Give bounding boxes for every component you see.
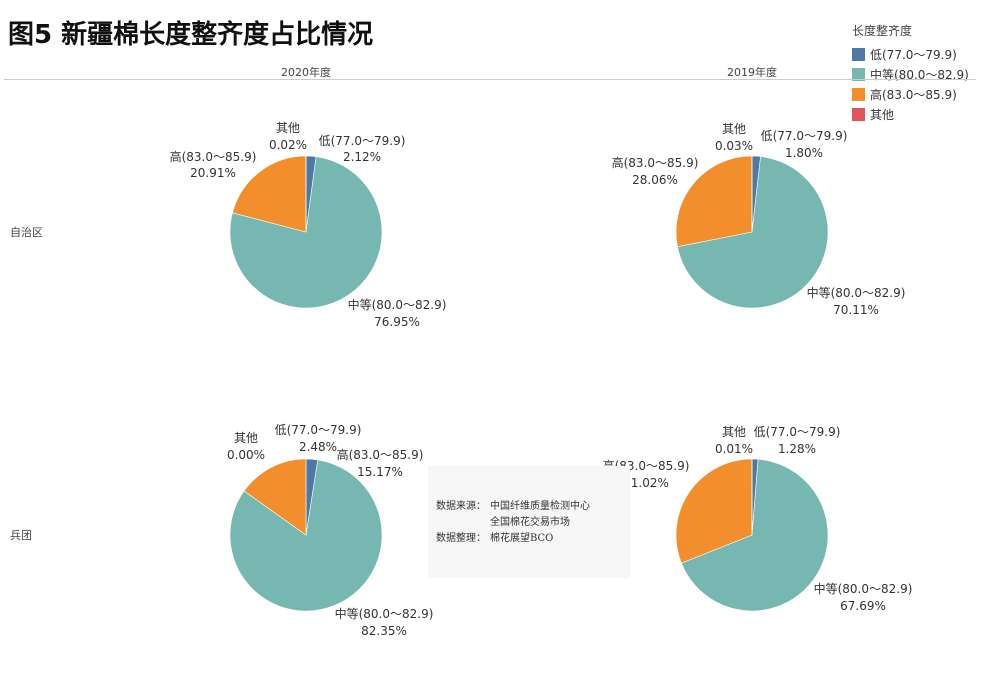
slice-category-label-other: 其他 [234,431,258,445]
pie-chart-3: 低(77.0～79.9) 2.48% 中等(80.0～82.9) 82.35% 高(83… [227,423,433,638]
legend-item-medium[interactable]: 中等(80.0～82.9) [852,64,969,84]
legend-label-medium: 中等(80.0～82.9) [870,67,969,82]
legend-item-high[interactable]: 高(83.0～85.9) [852,84,969,104]
legend: 长度整齐度 低(77.0～79.9) 中等(80.0～82.9) 高(83.0～… [852,22,969,124]
legend-label-high: 高(83.0～85.9) [870,87,957,102]
pie-slice-medium[interactable] [677,156,829,309]
slice-value-label-medium: 70.11% [833,303,879,317]
legend-swatch-low [852,47,865,61]
pie-slice-high[interactable] [243,458,307,536]
slice-category-label-high: 高(83.0～85.9) [612,155,699,170]
slice-category-label-medium: 中等(80.0～82.9) [348,297,447,312]
slice-category-label-other: 其他 [722,122,746,136]
pie-chart-4: 低(77.0～79.9)1.28%中等(80.0～82.9)67.69%高(83… [603,425,913,613]
slice-value-label-low: 1.80% [785,146,823,160]
legend-swatch-high [852,87,865,101]
slice-value-label-high: 15.17% [357,465,403,479]
slice-value-label-other: 0.01% [715,442,753,456]
legend-label-other: 其他 [870,107,895,122]
slice-category-label-high: 高(83.0～85.9) [337,447,424,462]
slice-category-label-low: 低(77.0～79.9) [275,423,362,437]
slice-value-label-other: 0.02% [269,138,307,152]
slice-value-label-low: 2.48% [299,440,337,454]
slice-value-label-medium: 76.95% [374,315,420,329]
slice-value-label-other: 0.00% [227,448,265,462]
source-line-2: 全国棉花交易市场 [490,517,570,528]
pie-chart-1: 低(77.0～79.9) 2.12% 中等(80.0～82.9) 76.95% 高(83… [170,121,447,329]
legend-swatch-medium [852,67,865,81]
data-source-note: 数据来源： 中国纤维质量检测中心 全国棉花交易市场 数据整理： 棉花展望BCO [428,466,630,578]
slice-category-label-high: 高(83.0～85.9) [170,149,257,164]
slice-category-label-medium: 中等(80.0～82.9) [814,581,913,596]
row-header-corps: 兵团 [10,529,32,542]
legend-swatch-other [852,107,865,121]
slice-category-label-other: 其他 [722,425,746,439]
pie-chart-2: 低(77.0～79.9) 1.80% 中等(80.0～82.9) 70.11% 高(83… [612,122,906,317]
slice-value-label-medium: 67.69% [840,599,886,613]
pie-slice-high[interactable] [675,458,753,564]
source-label: 数据来源： [436,501,486,512]
compiler-label: 数据整理： [436,533,486,544]
slice-value-label-low: 1.28% [778,442,816,456]
column-header-2019: 2019年度 [727,66,777,79]
pie-slice-high[interactable] [675,155,753,248]
slice-value-label-high: 31.02% [623,476,669,490]
pie-slice-high[interactable] [232,155,307,233]
slice-category-label-medium: 中等(80.0～82.9) [335,606,434,621]
slice-value-label-low: 2.12% [343,150,381,164]
source-line-1: 中国纤维质量检测中心 [490,501,590,512]
slice-value-label-high: 20.91% [190,166,236,180]
chart-title: 图5 新疆棉长度整齐度占比情况 [8,20,374,50]
slice-category-label-low: 低(77.0～79.9) [319,134,406,148]
header-divider [4,79,976,80]
legend-title: 长度整齐度 [852,24,913,38]
row-header-region: 自治区 [10,226,43,239]
legend-item-other[interactable]: 其他 [852,104,969,124]
slice-value-label-high: 28.06% [632,173,678,187]
slice-category-label-medium: 中等(80.0～82.9) [807,285,906,300]
column-header-2020: 2020年度 [281,66,331,79]
legend-label-low: 低(77.0～79.9) [870,47,957,62]
pie-slice-medium[interactable] [229,156,383,309]
slice-category-label-low: 低(77.0～79.9) [754,425,841,439]
pie-slice-medium[interactable] [229,459,383,612]
pie-slice-medium[interactable] [680,458,829,612]
slice-value-label-medium: 82.35% [361,624,407,638]
compiler-name: 棉花展望BCO [490,533,554,544]
slice-category-label-other: 其他 [276,121,300,135]
slice-value-label-other: 0.03% [715,139,753,153]
legend-item-low[interactable]: 低(77.0～79.9) [852,44,969,64]
slice-category-label-low: 低(77.0～79.9) [761,129,848,143]
